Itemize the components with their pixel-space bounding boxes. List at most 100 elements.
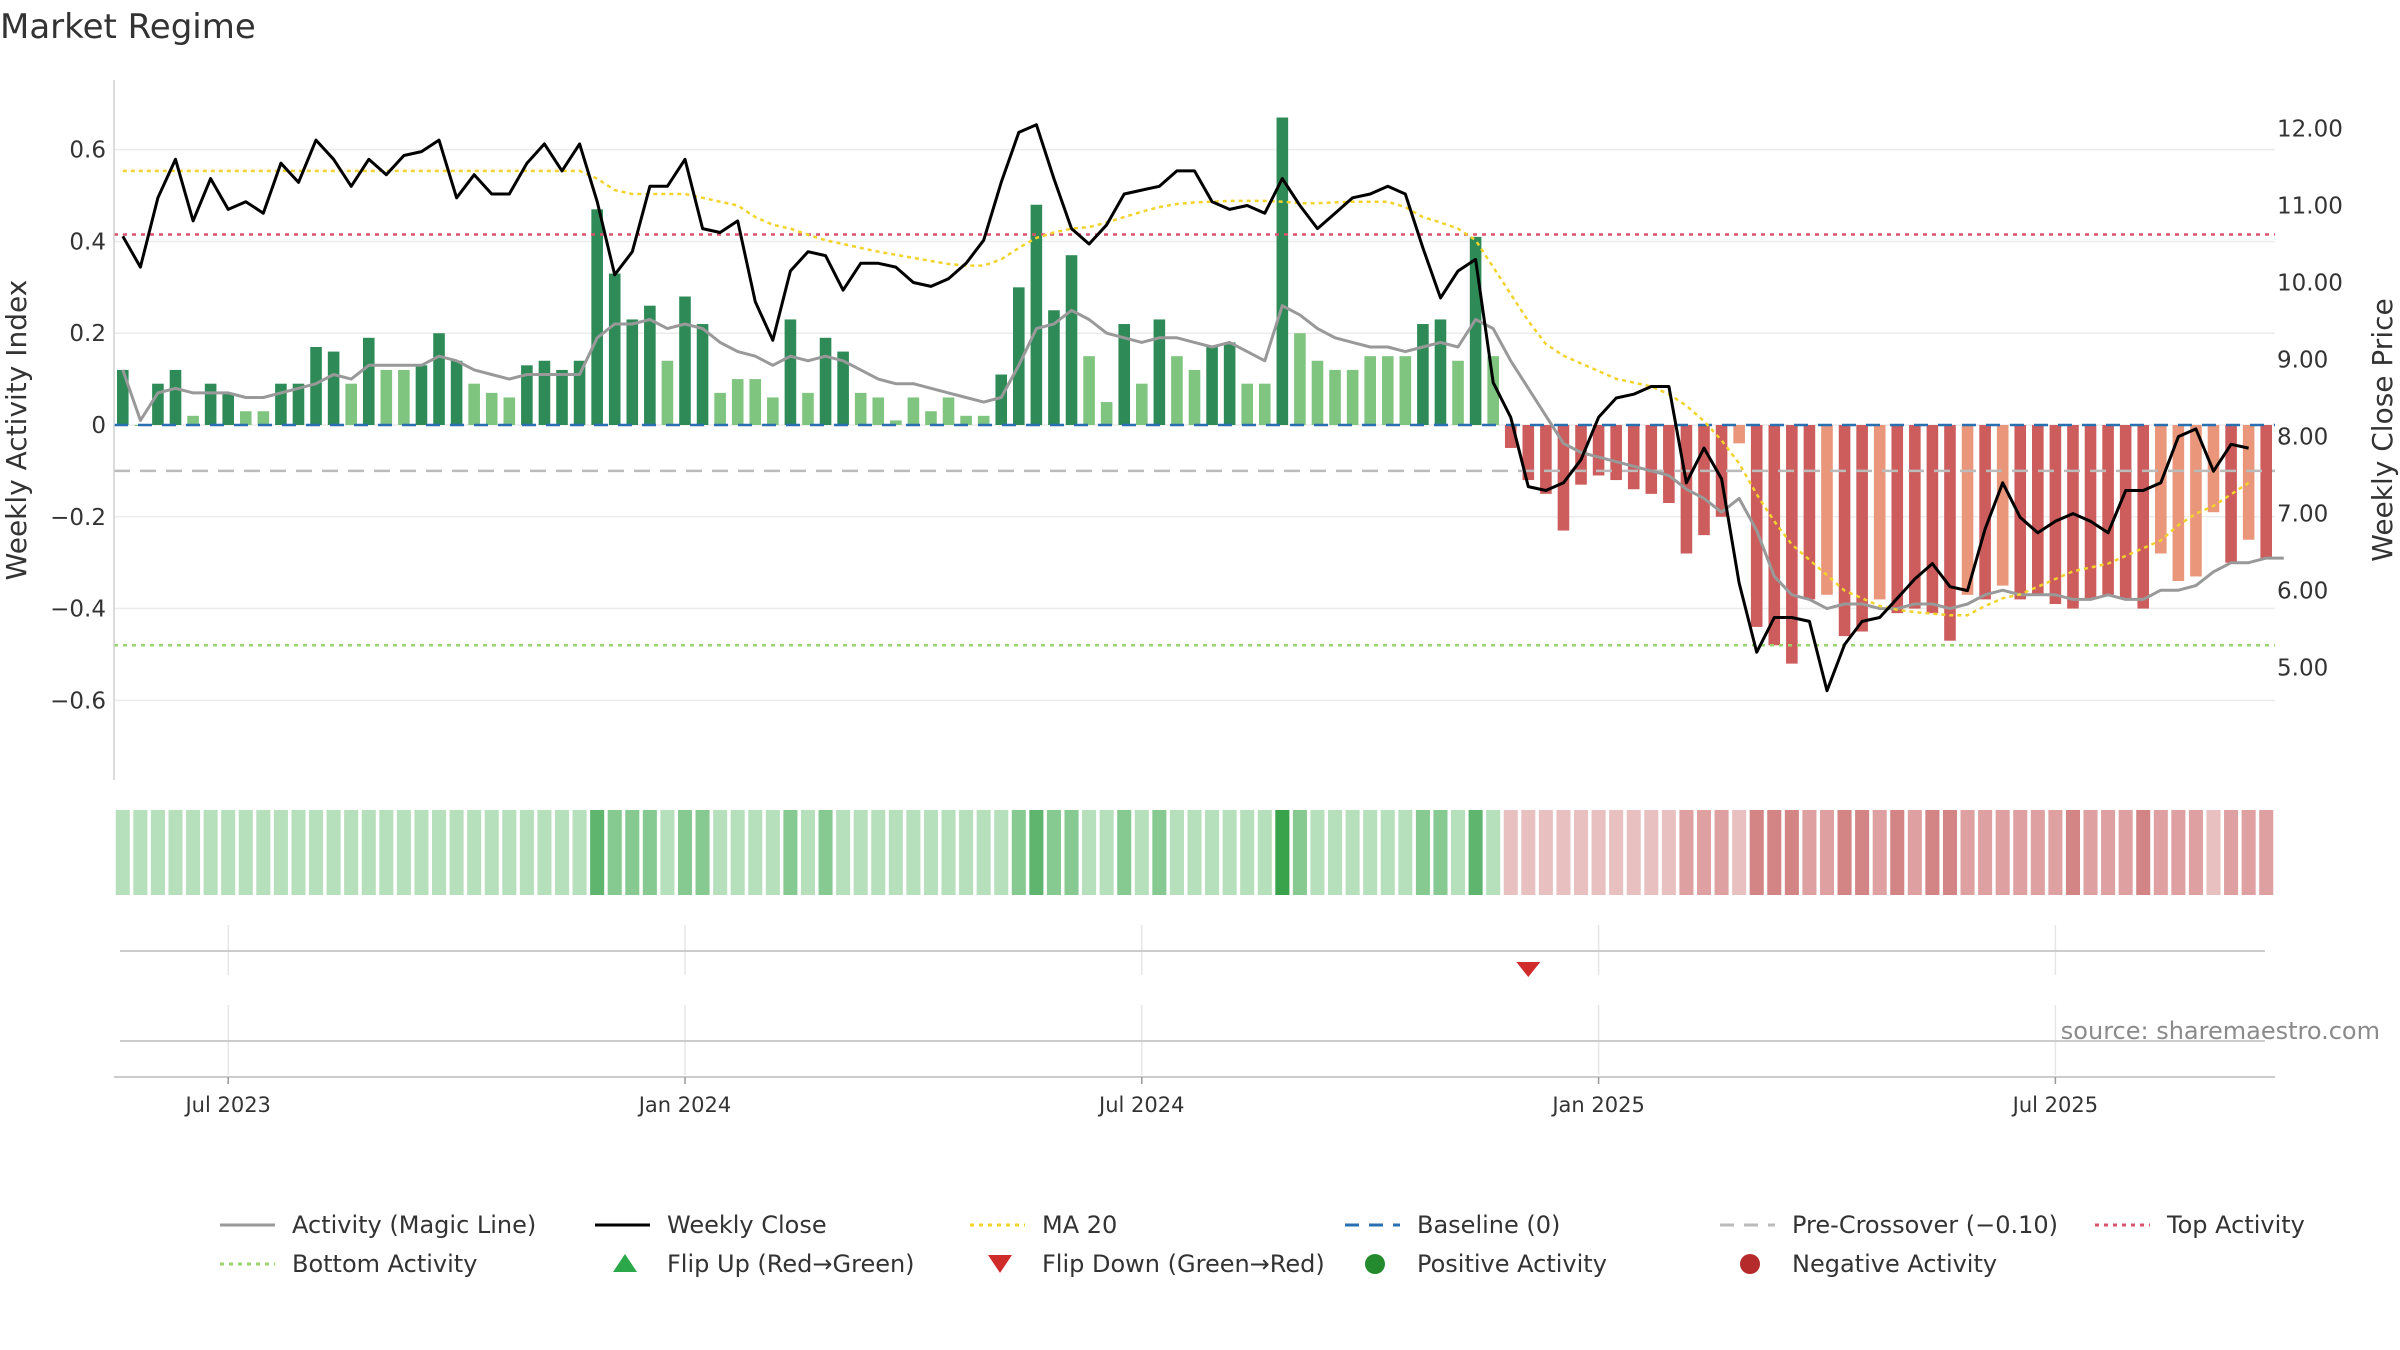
- x-tick-label: Jul 2025: [2011, 1093, 2098, 1117]
- band-cell: [853, 810, 868, 895]
- band-cell: [959, 810, 974, 895]
- right-tick-label: 9.00: [2277, 348, 2328, 374]
- band-cell: [906, 810, 921, 895]
- magic-line: [121, 304, 2284, 611]
- band-cell: [1978, 810, 1993, 895]
- regime-heat-band: [115, 810, 2274, 895]
- activity-bar: [1364, 356, 1376, 425]
- activity-bar: [1733, 425, 1745, 444]
- band-cell: [1082, 810, 1097, 895]
- band-cell: [783, 810, 798, 895]
- band-cell: [203, 810, 218, 895]
- band-cell: [976, 810, 991, 895]
- band-cell: [2013, 810, 2028, 895]
- weekly-close-line: [121, 123, 2249, 693]
- left-tick-label: 0: [91, 413, 106, 439]
- legend-label: Flip Down (Green→Red): [1042, 1250, 1325, 1278]
- activity-bar: [292, 383, 305, 425]
- band-cell: [1732, 810, 1747, 895]
- band-cell: [2171, 810, 2186, 895]
- band-cell: [1925, 810, 1940, 895]
- band-cell: [1960, 810, 1975, 895]
- band-cell: [695, 810, 710, 895]
- activity-bar: [1487, 356, 1499, 425]
- band-cell: [1538, 810, 1553, 895]
- activity-bar: [2102, 425, 2114, 595]
- legend-item-close: Weekly Close: [595, 1211, 827, 1239]
- legend-item-bottom: Bottom Activity: [220, 1250, 477, 1278]
- band-cell: [2206, 810, 2221, 895]
- band-cell: [941, 810, 956, 895]
- chart-title: Market Regime: [0, 7, 256, 47]
- activity-bar: [503, 397, 516, 425]
- activity-bar: [415, 365, 428, 425]
- activity-bar: [485, 392, 498, 425]
- legend: Activity (Magic Line) Weekly Close MA 20 Ba…: [220, 1211, 2305, 1278]
- legend-swatch: [1365, 1254, 1385, 1274]
- legend-label: Weekly Close: [667, 1211, 827, 1239]
- activity-bar: [187, 415, 199, 425]
- activity-bar: [1100, 402, 1113, 425]
- band-cell: [748, 810, 763, 895]
- activity-bar: [239, 411, 252, 425]
- band-cell: [291, 810, 306, 895]
- activity-bar: [1838, 425, 1851, 637]
- band-cell: [625, 810, 640, 895]
- band-cell: [273, 810, 288, 895]
- activity-bar: [1048, 310, 1060, 425]
- activity-bar: [837, 351, 849, 425]
- activity-bar: [521, 365, 533, 425]
- band-cell: [1573, 810, 1589, 895]
- activity-bar: [1522, 425, 1535, 481]
- activity-bar: [1891, 425, 1904, 614]
- legend-swatch: [613, 1254, 637, 1272]
- band-cell: [150, 810, 165, 895]
- band-cell: [1029, 810, 1044, 895]
- activity-bar: [1786, 425, 1798, 664]
- band-cell: [1714, 810, 1729, 895]
- band-cell: [344, 810, 359, 895]
- band-cell: [1802, 810, 1817, 895]
- right-tick-label: 6.00: [2277, 579, 2328, 605]
- legend-item-flipup: Flip Up (Red→Green): [613, 1250, 915, 1278]
- activity-bar: [2014, 425, 2027, 600]
- band-cell: [607, 810, 622, 895]
- band-cell: [115, 810, 130, 895]
- activity-bar: [1856, 425, 1868, 632]
- activity-bar: [661, 360, 674, 425]
- band-cell: [256, 810, 271, 895]
- band-cell: [1345, 810, 1360, 895]
- activity-bar: [1909, 425, 1921, 609]
- band-cell: [221, 810, 236, 895]
- activity-bar: [749, 379, 762, 425]
- activity-bar: [1469, 236, 1482, 425]
- band-cell: [2259, 810, 2274, 895]
- band-cell: [2083, 810, 2098, 895]
- activity-bar: [1926, 425, 1939, 614]
- activity-bar: [1241, 383, 1254, 425]
- right-tick-label: 5.00: [2277, 656, 2328, 682]
- activity-bar: [784, 319, 797, 425]
- right-axis: 12.00 11.00 10.00 9.00 8.00 7.00 6.00 5.00: [2277, 117, 2343, 682]
- band-cell: [1644, 810, 1659, 895]
- activity-bar: [872, 397, 885, 425]
- activity-bar: [345, 383, 357, 425]
- band-cell: [1011, 810, 1026, 895]
- activity-bar: [1610, 425, 1622, 481]
- band-cell: [1942, 810, 1957, 895]
- legend-item-pos: Positive Activity: [1365, 1250, 1607, 1278]
- activity-bar: [2084, 425, 2097, 600]
- activity-bar: [819, 337, 832, 425]
- activity-bar: [1276, 117, 1289, 426]
- band-cell: [1398, 810, 1413, 895]
- band-cell: [309, 810, 324, 895]
- band-cell: [2101, 810, 2116, 895]
- activity-bar: [222, 392, 234, 425]
- band-cell: [2030, 810, 2045, 895]
- legend-item-top: Top Activity: [2095, 1211, 2305, 1239]
- band-cell: [1890, 810, 1905, 895]
- band-cell: [554, 810, 570, 895]
- band-cell: [1521, 810, 1536, 895]
- band-cell: [1257, 810, 1272, 895]
